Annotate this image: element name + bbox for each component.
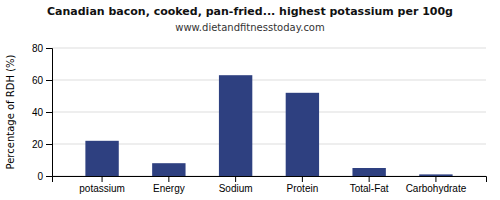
- x-axis: potassium Energy Sodium Protein Total-Fat Car…: [53, 176, 487, 194]
- x-tick-label: Carbohydrate: [406, 183, 467, 194]
- x-tick: potassium: [79, 176, 125, 194]
- y-tick-label: 20: [32, 139, 44, 150]
- x-tick-label: Total-Fat: [350, 183, 389, 194]
- y-tick-mark: [46, 144, 52, 145]
- bar: [352, 168, 385, 176]
- y-tick-label: 0: [37, 171, 43, 182]
- x-tick: Energy: [153, 176, 185, 194]
- x-tick-mark: [168, 176, 169, 182]
- x-axis-line: [53, 177, 487, 183]
- y-tick: 40: [32, 107, 52, 118]
- chart-container: Canadian bacon, cooked, pan-fried... hig…: [0, 0, 500, 200]
- title: Canadian bacon, cooked, pan-fried... hig…: [47, 5, 453, 18]
- x-tick: Carbohydrate: [406, 176, 467, 194]
- y-tick-label: 80: [32, 43, 44, 54]
- y-tick: 20: [32, 139, 52, 150]
- x-tick-label: Protein: [287, 183, 319, 194]
- bar: [286, 93, 319, 176]
- y-tick-mark: [46, 112, 52, 113]
- x-tick: Sodium: [219, 176, 253, 194]
- bar: [85, 141, 118, 176]
- y-tick-mark: [46, 176, 52, 177]
- grid: [52, 48, 486, 176]
- subtitle: www.dietandfitnesstoday.com: [175, 22, 324, 33]
- x-tick-mark: [302, 176, 303, 182]
- bar: [419, 174, 452, 176]
- grid-line: [52, 48, 486, 49]
- y-tick-mark: [46, 48, 52, 49]
- y-axis: 0 20 40 60 80: [32, 43, 53, 182]
- y-axis-line: [46, 49, 53, 177]
- x-tick: Total-Fat: [350, 176, 389, 194]
- plot-area: potassium Energy Sodium Protein Total-Fat Car…: [32, 43, 487, 194]
- x-tick-label: potassium: [79, 183, 125, 194]
- y-tick-label: 60: [32, 75, 44, 86]
- grid-line: [52, 80, 486, 81]
- y-tick: 0: [37, 171, 52, 182]
- grid-line: [52, 112, 486, 113]
- bar: [219, 75, 252, 176]
- x-tick-label: Sodium: [219, 183, 253, 194]
- bars: [85, 75, 452, 176]
- x-tick-mark: [369, 176, 370, 182]
- x-tick-mark: [435, 176, 436, 182]
- chart-svg: Canadian bacon, cooked, pan-fried... hig…: [0, 0, 500, 200]
- x-tick-mark: [102, 176, 103, 182]
- x-tick-label: Energy: [153, 183, 185, 194]
- bar: [152, 163, 185, 176]
- y-tick: 80: [32, 43, 52, 54]
- y-tick: 60: [32, 75, 52, 86]
- y-tick-label: 40: [32, 107, 44, 118]
- y-tick-mark: [46, 80, 52, 81]
- x-tick-mark: [235, 176, 236, 182]
- y-axis-label: Percentage of RDH (%): [5, 54, 16, 169]
- x-tick: Protein: [287, 176, 319, 194]
